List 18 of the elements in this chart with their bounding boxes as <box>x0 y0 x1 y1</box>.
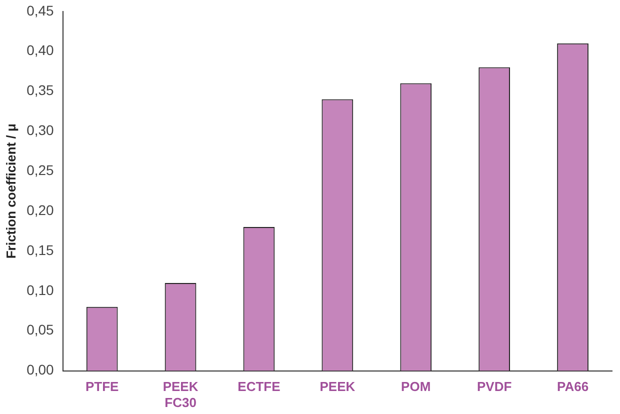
x-tick-label: PTFE <box>85 379 120 394</box>
x-tick-label: PEEK FC30 <box>162 379 199 410</box>
y-tick-label: 0,30 <box>26 122 54 138</box>
y-axis-title: Friction coefficient / μ <box>3 124 18 259</box>
y-tick-label: 0,00 <box>26 362 54 378</box>
x-tick-label: ECTFE <box>238 379 281 394</box>
y-tick-label: 0,45 <box>26 2 54 18</box>
y-tick-label: 0,25 <box>26 162 54 178</box>
y-tick-label: 0,40 <box>26 42 54 58</box>
x-tick-label: PA66 <box>556 379 589 394</box>
y-tick-label: 0,05 <box>26 322 54 338</box>
x-tick-label: PEEK <box>320 379 356 394</box>
x-tick-label: PVDF <box>476 379 512 394</box>
x-tick-label: POM <box>401 379 431 394</box>
y-tick-label: 0,35 <box>26 82 54 98</box>
y-tick-label: 0,10 <box>26 282 54 298</box>
y-tick-label: 0,15 <box>26 242 54 258</box>
y-tick-label: 0,20 <box>26 202 54 218</box>
